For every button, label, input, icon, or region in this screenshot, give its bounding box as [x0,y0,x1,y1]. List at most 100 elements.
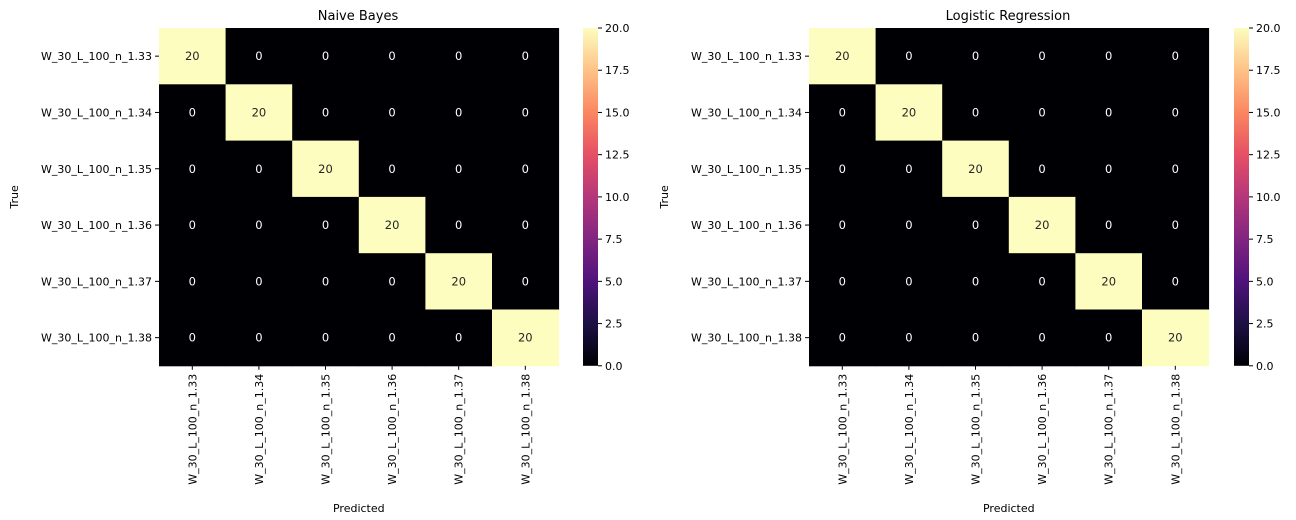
cell-value-label: 0 [322,331,329,345]
cell-value-label: 0 [839,162,846,176]
cell-value-label: 20 [1101,274,1116,288]
cell-value-label: 0 [322,218,329,232]
heatmap-cell [1075,140,1143,198]
colorbar-tick-label: 0.0 [1256,360,1274,373]
heatmap-cell [425,196,493,254]
heatmap-cell [1008,28,1076,85]
cell-value-label: 0 [972,274,979,288]
cell-value-label: 0 [972,218,979,232]
x-tick-label: W_30_L_100_n_1.33 [186,374,199,485]
cell-value-label: 0 [189,162,196,176]
cell-value-label: 20 [518,331,533,345]
cell-value-label: 0 [1105,49,1112,63]
colorbar-tick-label: 7.5 [605,233,623,246]
cell-value-label: 0 [522,274,529,288]
heatmap-cell [425,140,493,198]
cell-value-label: 0 [972,105,979,119]
cell-value-label: 20 [185,49,200,63]
heatmap-cell [159,253,227,310]
cell-value-label: 0 [905,331,912,345]
cell-value-label: 0 [388,49,395,63]
heatmap-cell [809,196,877,254]
cell-value-label: 0 [189,105,196,119]
heatmap-cell [1075,28,1143,85]
cell-value-label: 0 [255,162,262,176]
cell-value-label: 0 [905,274,912,288]
cell-value-label: 0 [1038,162,1045,176]
cell-value-label: 20 [385,218,400,232]
x-tick-label: W_30_L_100_n_1.38 [1169,374,1182,485]
cell-value-label: 0 [455,49,462,63]
cell-value-label: 0 [1172,274,1179,288]
heatmap-cell [942,140,1010,198]
heatmap-cell [809,84,877,142]
colorbar-tick-label: 17.5 [605,64,630,77]
cell-value-label: 0 [522,105,529,119]
y-tick-label: W_30_L_100_n_1.37 [691,275,802,288]
cell-value-label: 0 [189,274,196,288]
x-tick-label: W_30_L_100_n_1.38 [519,374,532,485]
cell-value-label: 0 [839,274,846,288]
heatmap-cell [1142,309,1210,367]
cell-value-label: 0 [322,274,329,288]
heatmap-cell [225,253,293,310]
cell-value-label: 0 [905,49,912,63]
cell-value-label: 20 [902,105,917,119]
y-tick-label: W_30_L_100_n_1.34 [41,106,152,119]
heatmap-cell [875,28,943,85]
cell-value-label: 0 [1038,331,1045,345]
heatmap-cell [1075,309,1143,367]
colorbar-tick-label: 10.0 [1256,191,1281,204]
heatmap-cell [358,253,426,310]
x-axis-label: Predicted [333,502,385,515]
cell-value-label: 0 [972,331,979,345]
x-tick-label: W_30_L_100_n_1.35 [320,374,333,485]
cell-value-label: 20 [968,162,983,176]
heatmap-cell [425,28,493,85]
cell-value-label: 0 [1105,162,1112,176]
cell-value-label: 20 [1168,331,1183,345]
cell-value-label: 0 [839,105,846,119]
cell-value-label: 0 [839,331,846,345]
colorbar-tick-label: 10.0 [605,191,630,204]
y-tick-label: W_30_L_100_n_1.33 [691,50,802,63]
heatmap-cell [809,140,877,198]
heatmap-panel-1: Naive Bayes 20 0 0 0 0 0 0 20 0 0 0 0 0 0 20 0 0 0 0 0 0 20 0 0 0… [8,9,630,515]
heatmap-cell [1008,140,1076,198]
cell-value-label: 20 [252,105,267,119]
cell-value-label: 0 [1105,331,1112,345]
x-tick-label: W_30_L_100_n_1.36 [1036,374,1049,485]
heatmap-cell [492,140,560,198]
cell-value-label: 0 [322,49,329,63]
x-tick-label: W_30_L_100_n_1.33 [836,374,849,485]
heatmap-cell [159,196,227,254]
heatmap-cell [942,84,1010,142]
heatmap-cell [492,309,560,367]
cell-value-label: 0 [255,331,262,345]
heatmap-cell [1142,28,1210,85]
cell-value-label: 0 [1038,274,1045,288]
colorbar-tick-label: 2.5 [1256,318,1274,331]
heatmap-cell [292,309,360,367]
heatmap-cell [1075,253,1143,310]
colorbar-tick-label: 2.5 [605,318,623,331]
cell-value-label: 0 [905,218,912,232]
cell-value-label: 0 [1038,49,1045,63]
y-axis-label: True [8,185,21,210]
heatmap-cell [225,84,293,142]
cell-value-label: 0 [1038,105,1045,119]
cell-value-label: 0 [1172,218,1179,232]
cell-value-label: 0 [905,162,912,176]
cell-value-label: 0 [388,162,395,176]
heatmap-cell [492,84,560,142]
cell-value-label: 0 [388,105,395,119]
heatmap-cell [1142,253,1210,310]
cell-value-label: 0 [1105,105,1112,119]
colorbar-tick-label: 20.0 [1256,22,1281,35]
heatmap-cell [1008,309,1076,367]
cell-value-label: 0 [455,331,462,345]
colorbar [1234,28,1249,366]
heatmap-cell [1142,84,1210,142]
y-tick-label: W_30_L_100_n_1.36 [691,219,802,232]
